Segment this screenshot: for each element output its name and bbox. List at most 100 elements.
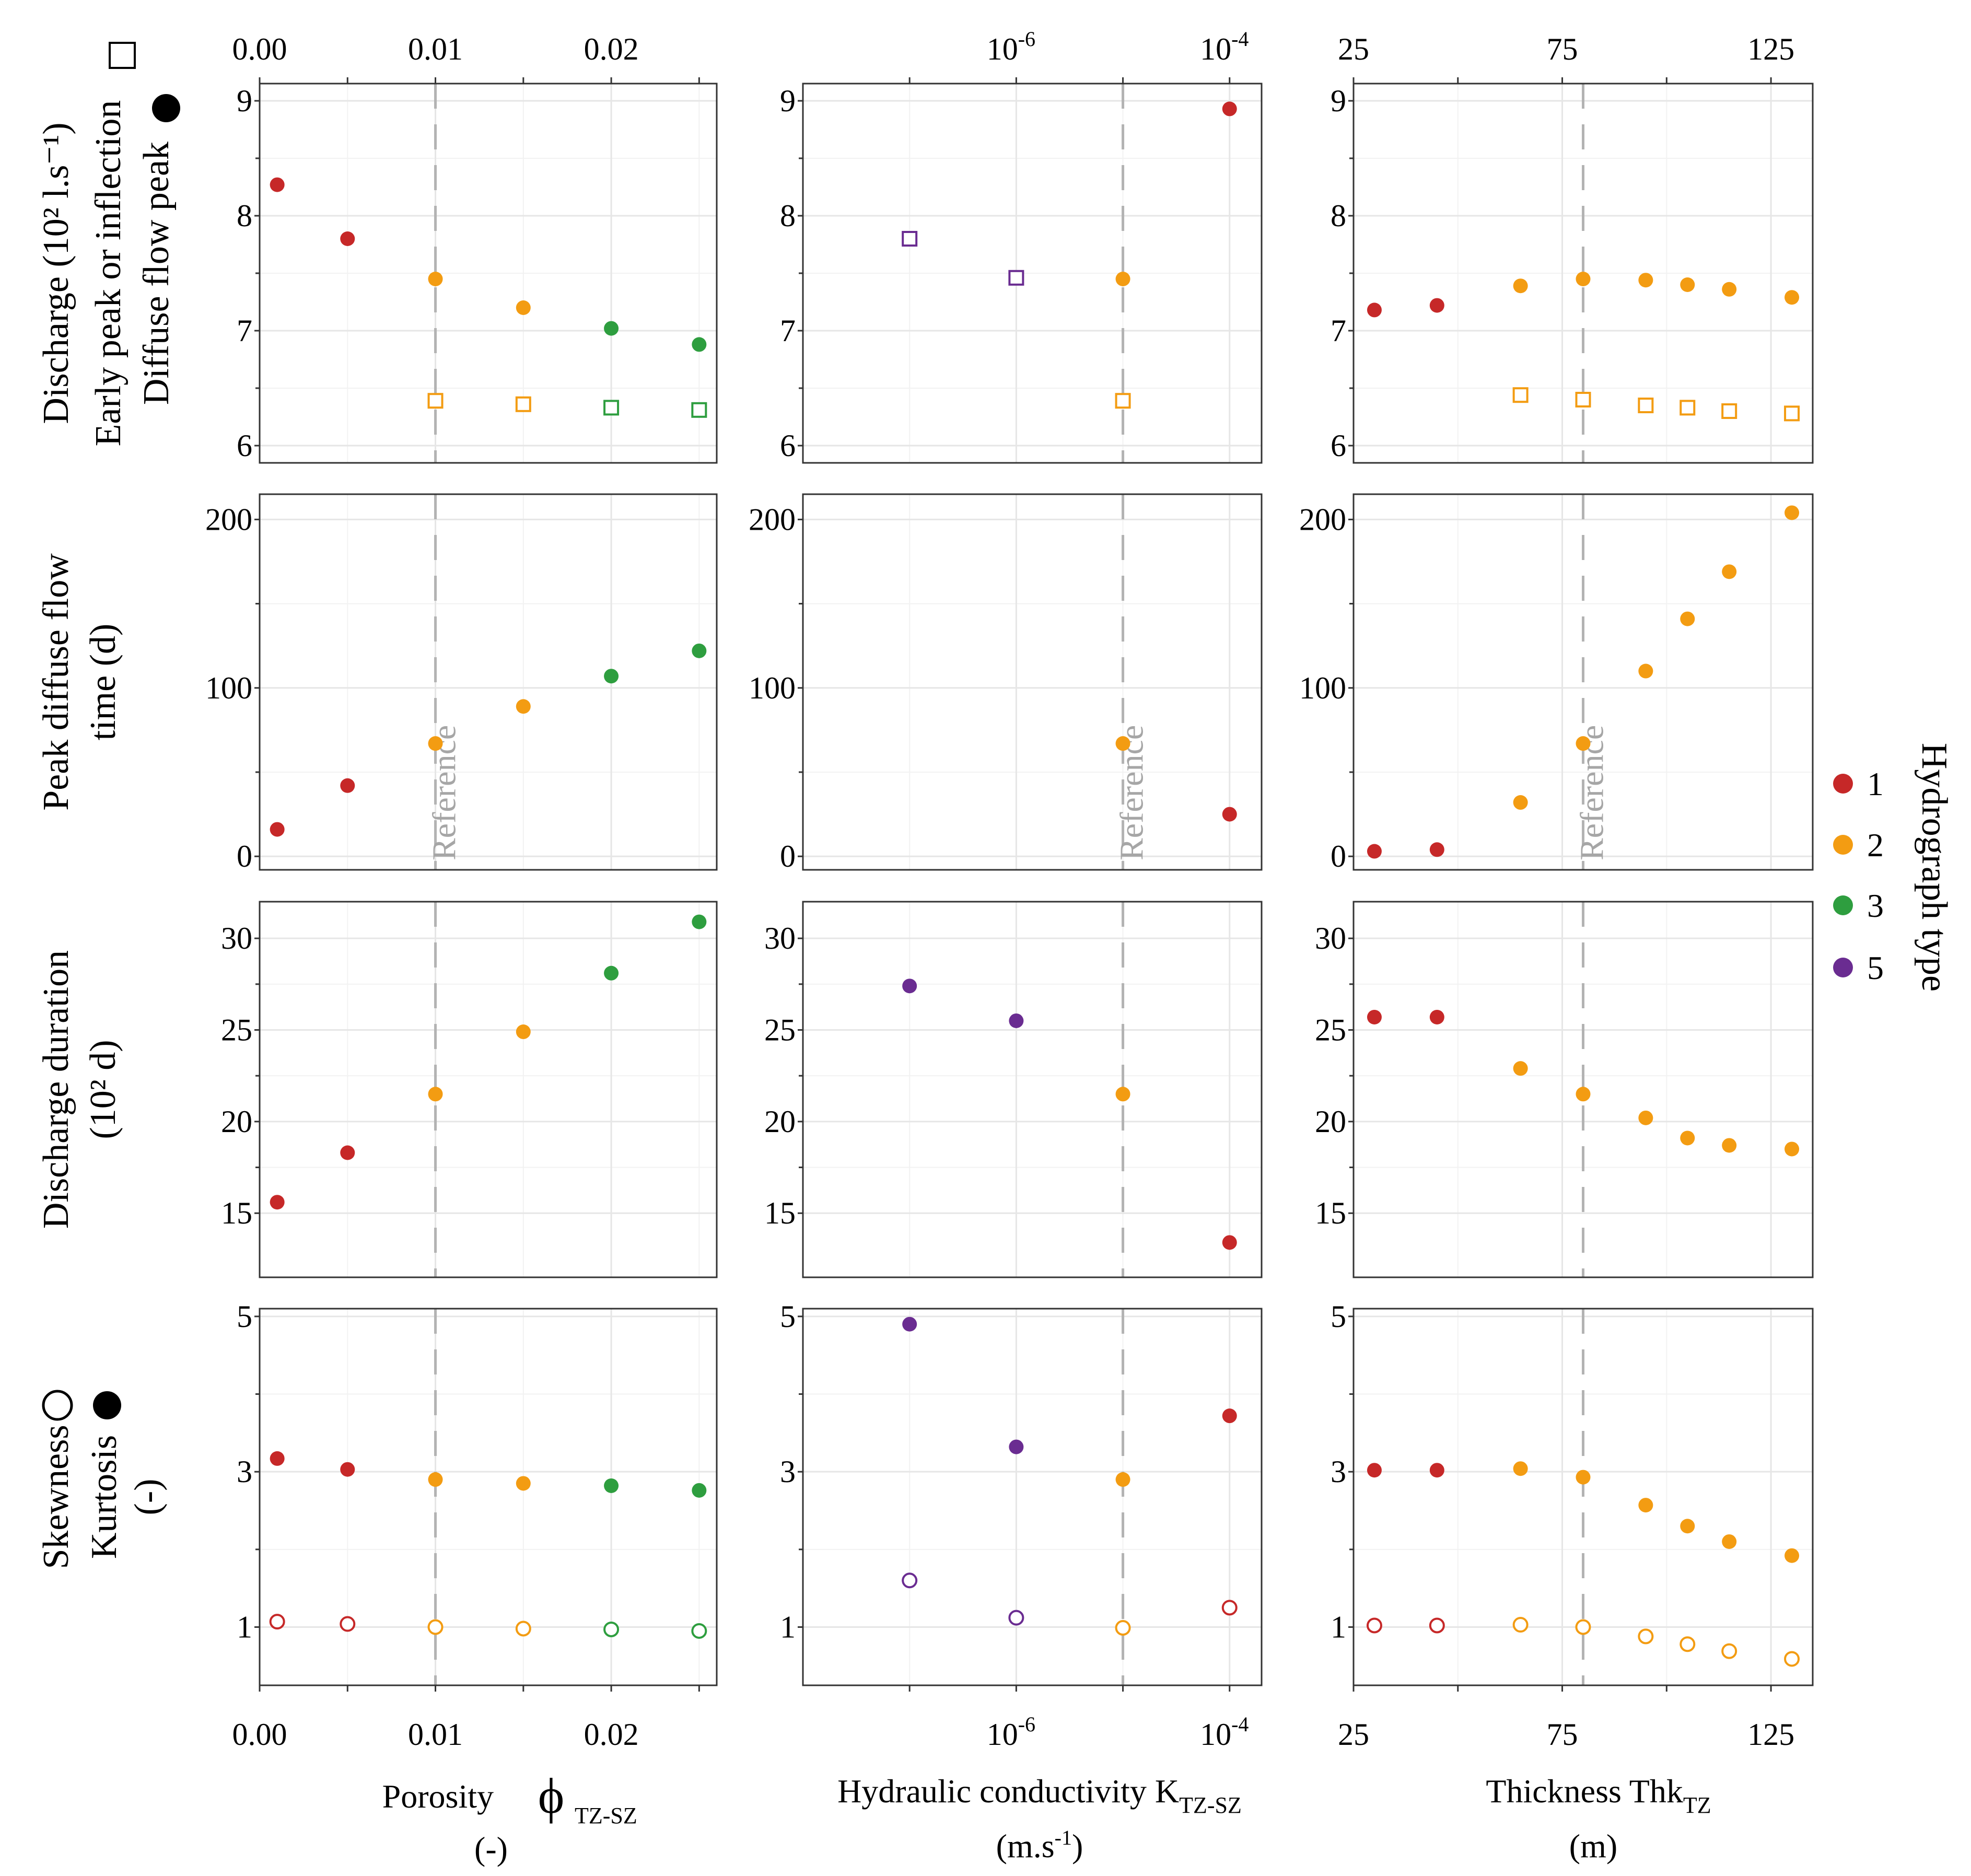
data-point bbox=[1576, 1470, 1591, 1485]
y-tick-label: 6 bbox=[1331, 428, 1346, 463]
row4-axis-title-line: (-) bbox=[127, 1479, 168, 1516]
panel-background bbox=[260, 902, 717, 1277]
legend: Hydrograph type 1 2 3 5 bbox=[1833, 743, 1954, 992]
row3-axis-title-line: Discharge duration bbox=[36, 950, 76, 1229]
data-point bbox=[1222, 101, 1237, 116]
points-r2-c3 bbox=[1367, 505, 1800, 859]
legend-key-2 bbox=[1833, 835, 1853, 855]
data-point bbox=[1009, 1013, 1024, 1028]
early-peak-marker-key bbox=[109, 42, 136, 69]
x-tick-label: 0.00 bbox=[232, 1717, 287, 1752]
x-tick-label: 10-4 bbox=[1200, 27, 1249, 66]
data-point bbox=[1429, 1463, 1444, 1478]
data-point-square bbox=[902, 231, 918, 247]
y-tick-label: 30 bbox=[1315, 921, 1346, 956]
legend-key-1 bbox=[1833, 774, 1853, 794]
panel-background bbox=[260, 1309, 717, 1685]
data-point-square bbox=[1008, 270, 1024, 286]
data-point bbox=[1115, 1472, 1130, 1487]
legend-key-3 bbox=[1833, 895, 1853, 915]
x-tick-label: 0.01 bbox=[408, 1717, 463, 1752]
panel-border bbox=[1352, 493, 1814, 871]
y-tick-label: 8 bbox=[237, 199, 252, 233]
data-point-open bbox=[691, 1623, 707, 1639]
data-point-open bbox=[1512, 1617, 1529, 1633]
data-point-open bbox=[603, 1621, 620, 1637]
points-r2-c2 bbox=[1115, 736, 1237, 822]
y-tick-label: 1 bbox=[237, 1610, 252, 1645]
row1-axis-title-line: Early peak or inflection bbox=[88, 100, 129, 447]
y-tick-label: 15 bbox=[221, 1196, 252, 1230]
data-point bbox=[1576, 1087, 1591, 1102]
y-tick-label: 30 bbox=[221, 921, 252, 956]
y-tick-label: 8 bbox=[780, 199, 796, 233]
data-point-open bbox=[1680, 1636, 1696, 1652]
points-r3-c3 bbox=[1367, 1009, 1800, 1157]
panel-background bbox=[803, 494, 1262, 870]
panel-background bbox=[803, 902, 1262, 1277]
y-tick-label: 6 bbox=[780, 428, 796, 463]
data-point bbox=[516, 1476, 531, 1491]
y-tick-label: 15 bbox=[1315, 1196, 1346, 1230]
row3-axis-title-line: (10² d) bbox=[83, 1040, 123, 1139]
data-point-square bbox=[427, 393, 444, 409]
y-tick-label: 200 bbox=[1299, 502, 1346, 537]
data-point bbox=[516, 699, 531, 714]
data-point-square bbox=[1721, 403, 1737, 419]
y-tick-label: 20 bbox=[221, 1104, 252, 1139]
y-tick-label: 0 bbox=[780, 839, 796, 873]
data-point bbox=[1576, 736, 1591, 751]
skewness-marker-key bbox=[42, 1390, 73, 1421]
data-point bbox=[692, 643, 707, 658]
y-tick-label: 200 bbox=[749, 502, 796, 537]
y-tick-label: 8 bbox=[1331, 199, 1346, 233]
data-point bbox=[1722, 564, 1737, 579]
data-point bbox=[1222, 1408, 1237, 1424]
y-tick-label: 9 bbox=[780, 84, 796, 118]
y-tick-label: 25 bbox=[1315, 1013, 1346, 1047]
data-point bbox=[270, 1195, 285, 1210]
data-point bbox=[516, 1024, 531, 1040]
y-tick-label: 100 bbox=[205, 671, 252, 705]
data-point bbox=[1222, 807, 1237, 822]
data-point bbox=[1638, 1498, 1653, 1513]
data-point bbox=[1222, 1235, 1237, 1250]
data-point-open bbox=[269, 1614, 285, 1630]
data-point-open bbox=[1638, 1628, 1654, 1645]
row4-axis-title-line: Skewness bbox=[36, 1425, 76, 1569]
panel-r1-c1: 6 7 8 9 0.00 0.01 0.02 bbox=[232, 32, 718, 464]
row1-axis-title-line: Discharge (10² l.s⁻¹) bbox=[36, 122, 76, 424]
data-point bbox=[1513, 1061, 1528, 1076]
legend-label-2: 2 bbox=[1867, 826, 1884, 864]
y-tick-label: 100 bbox=[749, 671, 796, 705]
panel-r1-c3: 6 7 8 9 25 75 125 bbox=[1331, 32, 1814, 464]
panel-border bbox=[259, 1308, 718, 1686]
data-point bbox=[1367, 1463, 1382, 1478]
data-point bbox=[1638, 663, 1653, 679]
data-point bbox=[340, 1145, 355, 1160]
panel-r4-c2: 1 3 5 10-6 10-4 bbox=[780, 1299, 1263, 1752]
data-point-open bbox=[1115, 1619, 1131, 1636]
panel-r3-c2: 15 20 25 30 bbox=[764, 901, 1263, 1278]
data-point bbox=[270, 1451, 285, 1466]
x-tick-label: 25 bbox=[1338, 32, 1369, 66]
y-tick-label: 0 bbox=[237, 839, 252, 873]
x-tick-label: 10-4 bbox=[1200, 1712, 1249, 1752]
data-point bbox=[1680, 1519, 1695, 1534]
data-point bbox=[340, 778, 355, 793]
y-tick-label: 25 bbox=[221, 1013, 252, 1047]
y-tick-label: 5 bbox=[1331, 1299, 1346, 1334]
data-point-open bbox=[1429, 1617, 1445, 1634]
data-point-open bbox=[1721, 1643, 1737, 1659]
points-r1-c3 bbox=[1367, 272, 1800, 422]
y-tick-label: 6 bbox=[237, 428, 252, 463]
panel-r3-c3: 15 20 25 30 bbox=[1315, 901, 1814, 1278]
panel-r1-c2: 6 7 8 9 10-6 10-4 bbox=[780, 27, 1263, 464]
y-tick-label: 0 bbox=[1331, 839, 1346, 873]
thickness-unit: (m) bbox=[1569, 1827, 1617, 1865]
y-tick-label: 7 bbox=[1331, 313, 1346, 348]
x-axis-title-porosity: Porosity bbox=[382, 1778, 494, 1815]
